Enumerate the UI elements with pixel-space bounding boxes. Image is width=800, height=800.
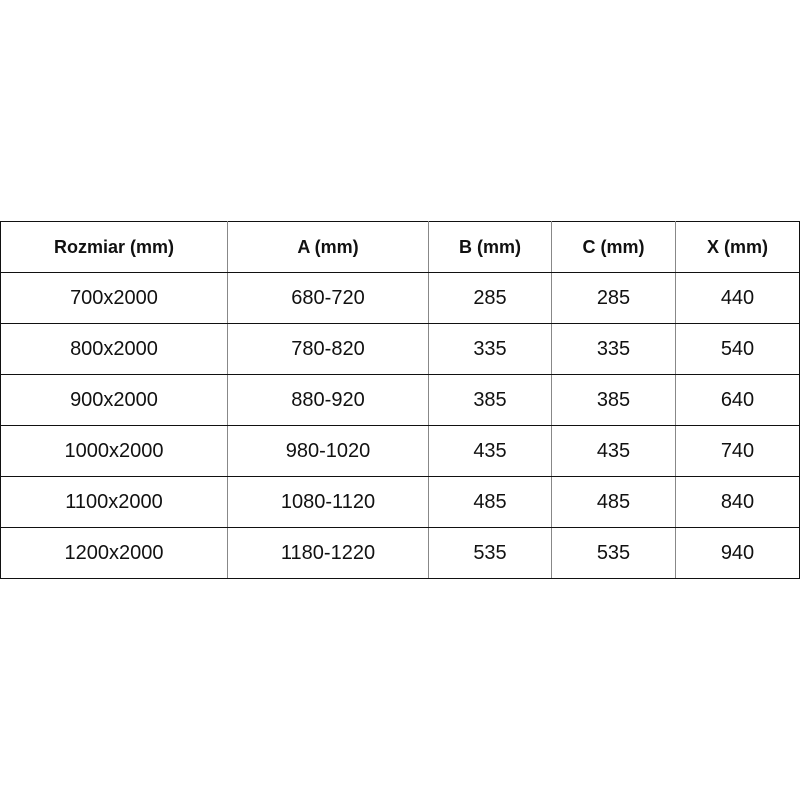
header-size: Rozmiar (mm)	[0, 221, 228, 273]
cell-x: 740	[675, 425, 800, 477]
cell-a: 1080-1120	[227, 476, 429, 528]
cell-a: 980-1020	[227, 425, 429, 477]
table-row: 700x2000 680-720 285 285 440	[0, 272, 800, 324]
cell-x: 440	[675, 272, 800, 324]
cell-size: 1000x2000	[0, 425, 228, 477]
cell-c: 285	[551, 272, 676, 324]
cell-a: 880-920	[227, 374, 429, 426]
cell-b: 485	[428, 476, 552, 528]
cell-x: 840	[675, 476, 800, 528]
cell-c: 535	[551, 527, 676, 579]
cell-size: 900x2000	[0, 374, 228, 426]
header-c: C (mm)	[551, 221, 676, 273]
table-row: 800x2000 780-820 335 335 540	[0, 323, 800, 375]
cell-a: 680-720	[227, 272, 429, 324]
cell-c: 435	[551, 425, 676, 477]
cell-c: 485	[551, 476, 676, 528]
table-row: 1100x2000 1080-1120 485 485 840	[0, 476, 800, 528]
cell-x: 640	[675, 374, 800, 426]
cell-b: 335	[428, 323, 552, 375]
cell-a: 780-820	[227, 323, 429, 375]
cell-b: 435	[428, 425, 552, 477]
cell-x: 940	[675, 527, 800, 579]
header-a: A (mm)	[227, 221, 429, 273]
cell-b: 385	[428, 374, 552, 426]
cell-a: 1180-1220	[227, 527, 429, 579]
table-row: 900x2000 880-920 385 385 640	[0, 374, 800, 426]
header-row: Rozmiar (mm) A (mm) B (mm) C (mm) X (mm)	[0, 221, 800, 273]
cell-b: 285	[428, 272, 552, 324]
cell-size: 1100x2000	[0, 476, 228, 528]
cell-c: 335	[551, 323, 676, 375]
header-x: X (mm)	[675, 221, 800, 273]
cell-b: 535	[428, 527, 552, 579]
dimensions-table: Rozmiar (mm) A (mm) B (mm) C (mm) X (mm)…	[0, 221, 800, 579]
cell-size: 800x2000	[0, 323, 228, 375]
table-row: 1000x2000 980-1020 435 435 740	[0, 425, 800, 477]
cell-size: 700x2000	[0, 272, 228, 324]
table-row: 1200x2000 1180-1220 535 535 940	[0, 527, 800, 579]
cell-x: 540	[675, 323, 800, 375]
cell-size: 1200x2000	[0, 527, 228, 579]
header-b: B (mm)	[428, 221, 552, 273]
cell-c: 385	[551, 374, 676, 426]
